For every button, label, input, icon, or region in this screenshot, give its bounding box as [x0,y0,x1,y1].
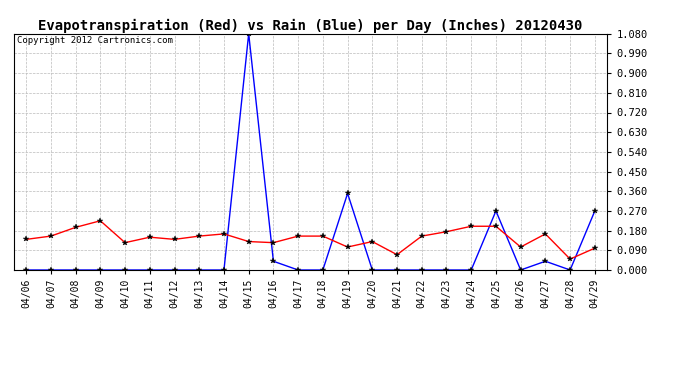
Text: Copyright 2012 Cartronics.com: Copyright 2012 Cartronics.com [17,36,172,45]
Title: Evapotranspiration (Red) vs Rain (Blue) per Day (Inches) 20120430: Evapotranspiration (Red) vs Rain (Blue) … [39,18,582,33]
